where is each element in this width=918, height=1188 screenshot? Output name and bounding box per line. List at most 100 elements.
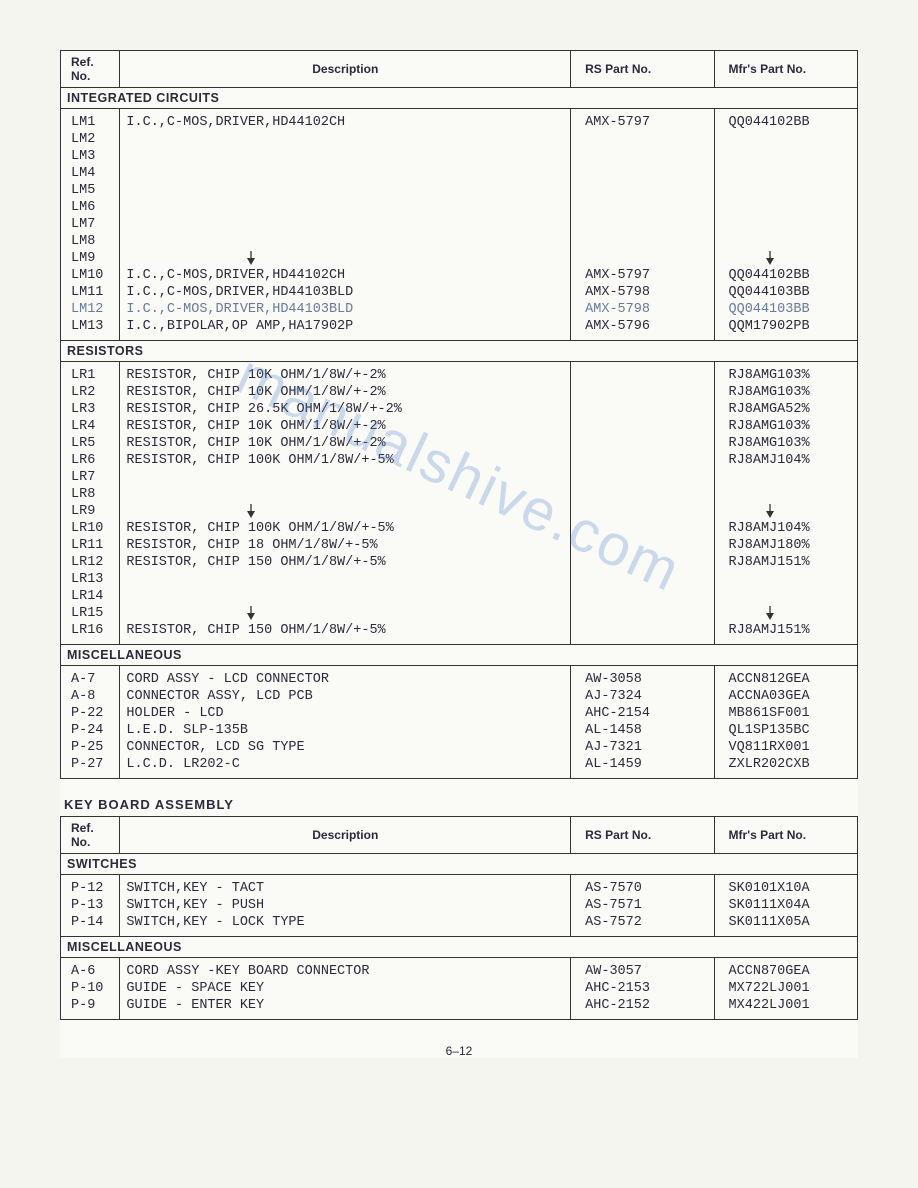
cell-ref: P-27 bbox=[61, 756, 120, 779]
th-mfr: Mfr's Part No. bbox=[714, 51, 857, 88]
cell-mfr: SK0111X04A bbox=[714, 897, 857, 914]
th-rs: RS Part No. bbox=[571, 817, 714, 854]
cell-rs bbox=[571, 537, 714, 554]
cell-rs: AMX-5798 bbox=[571, 301, 714, 318]
header-row: Ref. No. Description RS Part No. Mfr's P… bbox=[61, 817, 858, 854]
table-row: LR12 RESISTOR, CHIP 150 OHM/1/8W/+-5% RJ… bbox=[61, 554, 858, 571]
cell-ref: LM7 bbox=[61, 216, 120, 233]
header-row: Ref. No. Description RS Part No. Mfr's P… bbox=[61, 51, 858, 88]
page-container: manualshive.com Ref. No. Description RS … bbox=[60, 50, 858, 1058]
cell-desc: RESISTOR, CHIP 10K OHM/1/8W/+-2% bbox=[120, 384, 571, 401]
cell-rs: AS-7571 bbox=[571, 897, 714, 914]
cell-desc bbox=[120, 182, 571, 199]
cell-rs bbox=[571, 165, 714, 182]
cell-desc bbox=[120, 199, 571, 216]
table-row: LM9 bbox=[61, 250, 858, 267]
cell-rs: AL-1458 bbox=[571, 722, 714, 739]
parts-table-2: Ref. No. Description RS Part No. Mfr's P… bbox=[60, 816, 858, 1020]
cell-rs bbox=[571, 418, 714, 435]
section-header: RESISTORS bbox=[61, 341, 858, 362]
cell-desc bbox=[120, 571, 571, 588]
cell-ref: P-9 bbox=[61, 997, 120, 1020]
th-mfr: Mfr's Part No. bbox=[714, 817, 857, 854]
cell-desc: HOLDER - LCD bbox=[120, 705, 571, 722]
cell-mfr bbox=[714, 250, 857, 267]
section-title: MISCELLANEOUS bbox=[61, 645, 858, 666]
cell-rs bbox=[571, 588, 714, 605]
cell-mfr: RJ8AMJ104% bbox=[714, 520, 857, 537]
cell-mfr: QL1SP135BC bbox=[714, 722, 857, 739]
cell-rs bbox=[571, 131, 714, 148]
cell-ref: LM2 bbox=[61, 131, 120, 148]
cell-rs bbox=[571, 503, 714, 520]
cell-rs bbox=[571, 401, 714, 418]
cell-rs bbox=[571, 469, 714, 486]
cell-ref: LM3 bbox=[61, 148, 120, 165]
table-row: LR3 RESISTOR, CHIP 26.5K OHM/1/8W/+-2% R… bbox=[61, 401, 858, 418]
cell-ref: LR4 bbox=[61, 418, 120, 435]
cell-mfr: QQ044102BB bbox=[714, 109, 857, 132]
table-row: LR7 bbox=[61, 469, 858, 486]
table-row: LM4 bbox=[61, 165, 858, 182]
cell-mfr bbox=[714, 199, 857, 216]
table-row: A-6 CORD ASSY -KEY BOARD CONNECTOR AW-30… bbox=[61, 958, 858, 981]
th-rs: RS Part No. bbox=[571, 51, 714, 88]
table-row: P-24 L.E.D. SLP-135B AL-1458 QL1SP135BC bbox=[61, 722, 858, 739]
cell-rs bbox=[571, 250, 714, 267]
cell-desc: I.C.,C-MOS,DRIVER,HD44103BLD bbox=[120, 284, 571, 301]
cell-ref: P-14 bbox=[61, 914, 120, 937]
cell-mfr: QQM17902PB bbox=[714, 318, 857, 341]
section-header: MISCELLANEOUS bbox=[61, 937, 858, 958]
table-row: A-8 CONNECTOR ASSY, LCD PCB AJ-7324 ACCN… bbox=[61, 688, 858, 705]
cell-desc: RESISTOR, CHIP 26.5K OHM/1/8W/+-2% bbox=[120, 401, 571, 418]
cell-mfr: RJ8AMJ151% bbox=[714, 554, 857, 571]
cell-ref: LM13 bbox=[61, 318, 120, 341]
cell-rs: AMX-5798 bbox=[571, 284, 714, 301]
section-header: SWITCHES bbox=[61, 854, 858, 875]
cell-ref: LR10 bbox=[61, 520, 120, 537]
cell-mfr: MX722LJ001 bbox=[714, 980, 857, 997]
cell-desc bbox=[120, 605, 571, 622]
cell-rs bbox=[571, 233, 714, 250]
table-row: LR5 RESISTOR, CHIP 10K OHM/1/8W/+-2% RJ8… bbox=[61, 435, 858, 452]
cell-mfr bbox=[714, 605, 857, 622]
cell-ref: LM12 bbox=[61, 301, 120, 318]
table-row: LR9 bbox=[61, 503, 858, 520]
cell-desc: I.C.,C-MOS,DRIVER,HD44103BLD bbox=[120, 301, 571, 318]
cell-desc bbox=[120, 250, 571, 267]
table-row: P-12 SWITCH,KEY - TACT AS-7570 SK0101X10… bbox=[61, 875, 858, 898]
table-row: LM5 bbox=[61, 182, 858, 199]
cell-rs bbox=[571, 362, 714, 385]
table-row: A-7 CORD ASSY - LCD CONNECTOR AW-3058 AC… bbox=[61, 666, 858, 689]
table-row: LM11 I.C.,C-MOS,DRIVER,HD44103BLD AMX-57… bbox=[61, 284, 858, 301]
cell-desc: L.C.D. LR202-C bbox=[120, 756, 571, 779]
cell-ref: LR9 bbox=[61, 503, 120, 520]
cell-rs: AJ-7324 bbox=[571, 688, 714, 705]
table-row: LR4 RESISTOR, CHIP 10K OHM/1/8W/+-2% RJ8… bbox=[61, 418, 858, 435]
cell-ref: LR6 bbox=[61, 452, 120, 469]
cell-mfr bbox=[714, 148, 857, 165]
cell-mfr: SK0101X10A bbox=[714, 875, 857, 898]
cell-desc: RESISTOR, CHIP 10K OHM/1/8W/+-2% bbox=[120, 435, 571, 452]
cell-ref: LM11 bbox=[61, 284, 120, 301]
table-row: LM10 I.C.,C-MOS,DRIVER,HD44102CH AMX-579… bbox=[61, 267, 858, 284]
cell-rs bbox=[571, 199, 714, 216]
cell-desc: RESISTOR, CHIP 10K OHM/1/8W/+-2% bbox=[120, 362, 571, 385]
cell-mfr bbox=[714, 216, 857, 233]
cell-rs: AMX-5796 bbox=[571, 318, 714, 341]
table-row: LR16 RESISTOR, CHIP 150 OHM/1/8W/+-5% RJ… bbox=[61, 622, 858, 645]
cell-mfr bbox=[714, 469, 857, 486]
assembly-title: KEY BOARD ASSEMBLY bbox=[64, 797, 858, 812]
section-title: SWITCHES bbox=[61, 854, 858, 875]
cell-rs bbox=[571, 520, 714, 537]
th-ref: Ref. No. bbox=[61, 51, 120, 88]
cell-mfr bbox=[714, 233, 857, 250]
cell-ref: A-7 bbox=[61, 666, 120, 689]
cell-ref: P-13 bbox=[61, 897, 120, 914]
cell-mfr: QQ044103BB bbox=[714, 301, 857, 318]
table-row: LM1 I.C.,C-MOS,DRIVER,HD44102CH AMX-5797… bbox=[61, 109, 858, 132]
cell-ref: LM1 bbox=[61, 109, 120, 132]
cell-ref: LR8 bbox=[61, 486, 120, 503]
cell-ref: P-12 bbox=[61, 875, 120, 898]
cell-mfr: MX422LJ001 bbox=[714, 997, 857, 1020]
